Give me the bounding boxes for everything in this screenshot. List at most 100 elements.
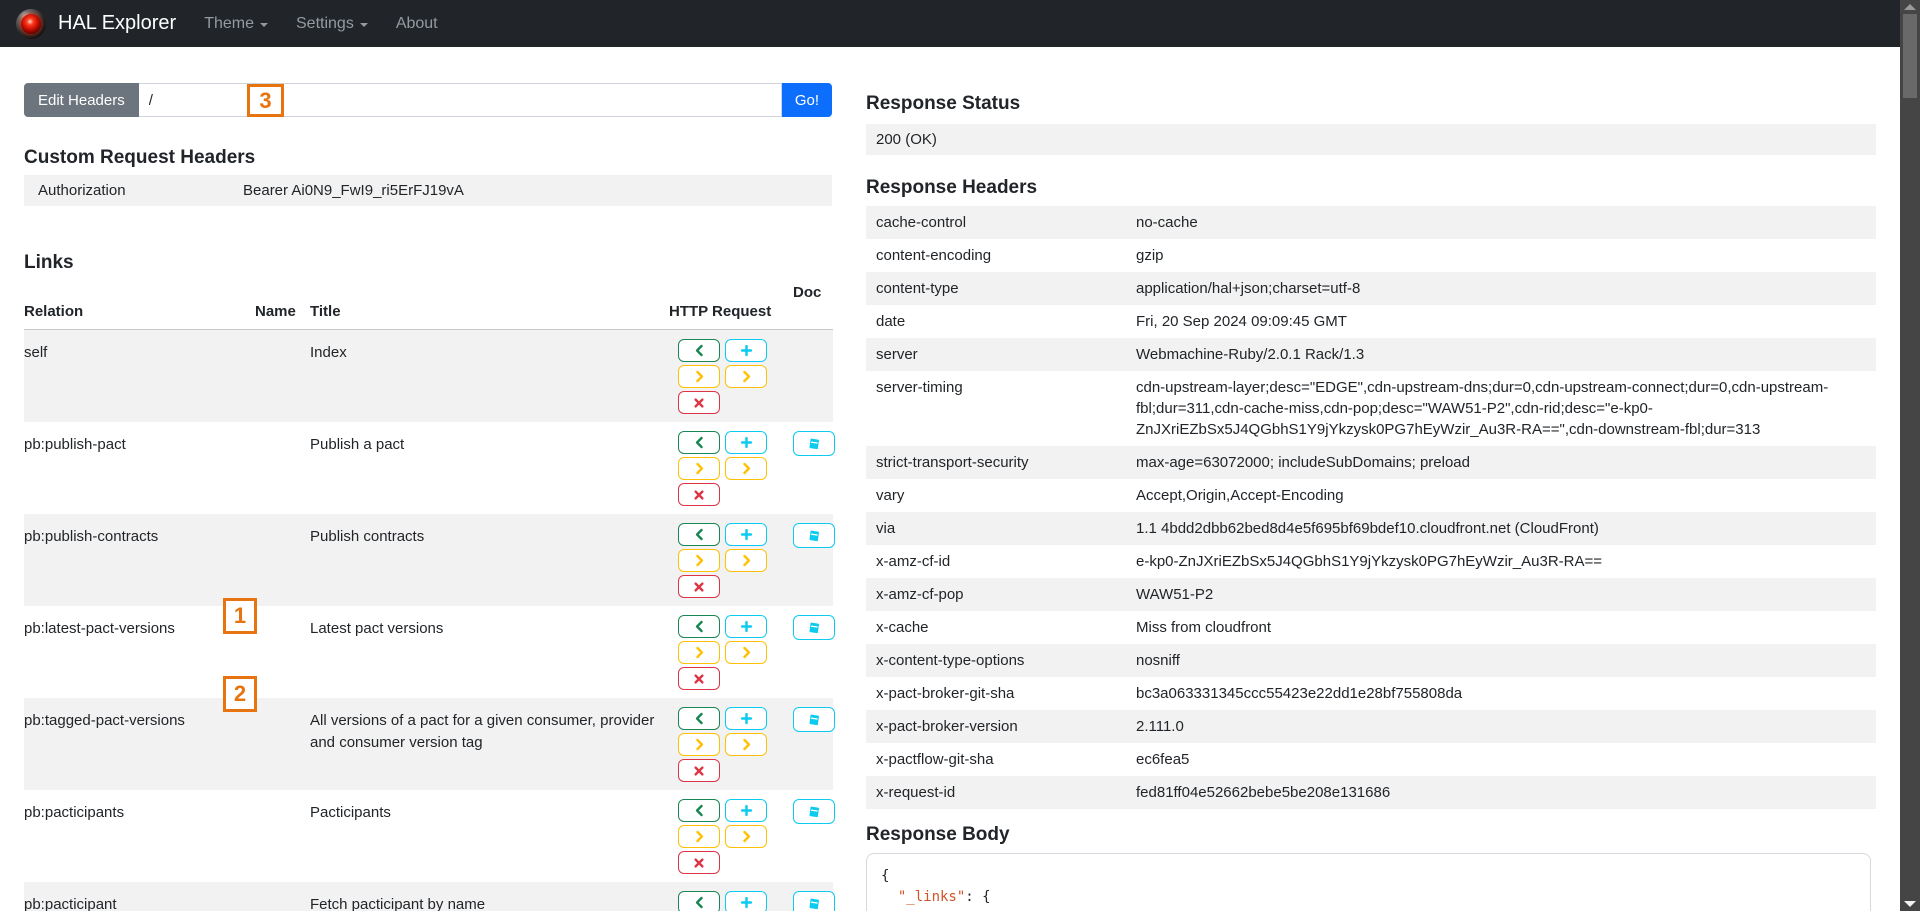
links-table-row: self Index [24,330,833,422]
delete-request-button[interactable] [678,391,720,414]
doc-button[interactable] [793,615,835,640]
get-request-button[interactable] [678,891,720,911]
chevron-right-icon [742,554,750,567]
get-request-button[interactable] [678,339,720,362]
put-request-button[interactable] [678,641,720,664]
x-icon [694,673,704,684]
patch-request-button[interactable] [725,825,767,848]
response-header-row: x-amz-cf-pop WAW51-P2 [866,578,1876,611]
scroll-up-arrow-icon[interactable] [1904,4,1916,10]
link-name [255,606,310,698]
patch-request-button[interactable] [725,641,767,664]
post-request-button[interactable] [725,707,767,730]
post-request-button[interactable] [725,339,767,362]
response-header-row: strict-transport-security max-age=6307200… [866,446,1876,479]
link-relation: pb:latest-pact-versions [24,620,175,637]
x-icon [694,765,704,776]
go-button[interactable]: Go! [781,83,832,117]
response-header-name: cache-control [876,214,967,231]
link-title: All versions of a pact for a given consu… [310,712,655,751]
response-header-name: x-pactflow-git-sha [876,751,994,768]
response-header-row: x-amz-cf-id e-kp0-ZnJXriEZbSx5J4QGbhS1Y9j… [866,545,1876,578]
response-header-value: e-kp0-ZnJXriEZbSx5J4QGbhS1Y9jYkzysk0PG7h… [1136,553,1603,570]
patch-request-button[interactable] [725,365,767,388]
plus-icon [740,436,752,449]
request-header-value: Bearer Ai0N9_FwI9_ri5ErFJ19vA [243,182,464,199]
scroll-down-arrow-icon[interactable] [1904,901,1916,907]
delete-request-button[interactable] [678,575,720,598]
delete-request-button[interactable] [678,667,720,690]
get-request-button[interactable] [678,615,720,638]
response-header-name: x-amz-cf-id [876,553,951,570]
doc-button[interactable] [793,523,835,548]
book-icon [809,898,819,909]
doc-button[interactable] [793,707,835,732]
http-request-buttons [669,606,793,698]
links-table-body: self Index pb:publish-pact Publish a pact pb… [24,330,835,911]
response-headers-title: Response Headers [866,177,1038,198]
chevron-right-icon [695,646,703,659]
patch-request-button[interactable] [725,733,767,756]
nav-settings-dropdown[interactable]: Settings [296,15,368,33]
scrollbar-thumb[interactable] [1903,14,1917,98]
response-header-name: x-request-id [876,784,956,801]
nav-about-link[interactable]: About [396,15,438,33]
get-request-button[interactable] [678,523,720,546]
x-icon [694,397,704,408]
post-request-button[interactable] [725,615,767,638]
post-request-button[interactable] [725,891,767,911]
chevron-left-icon [695,436,703,449]
link-relation: pb:tagged-pact-versions [24,712,185,729]
get-request-button[interactable] [678,707,720,730]
delete-request-button[interactable] [678,759,720,782]
column-header-title: Title [310,303,341,320]
response-header-name: content-encoding [876,247,992,264]
vertical-scrollbar[interactable] [1900,0,1920,911]
plus-icon [740,344,752,357]
response-header-row: server Webmachine-Ruby/2.0.1 Rack/1.3 [866,338,1876,371]
put-request-button[interactable] [678,825,720,848]
links-table-header: Relation Name Title HTTP Request Doc [24,282,833,330]
response-header-value: Accept,Origin,Accept-Encoding [1136,487,1344,504]
link-relation: pb:publish-contracts [24,528,159,545]
url-input[interactable] [138,83,782,117]
book-icon [809,530,819,541]
hal-eye-pupil [21,13,41,34]
nav-theme-dropdown[interactable]: Theme [204,15,268,33]
doc-button[interactable] [793,799,835,824]
link-name [255,514,310,606]
response-header-value: no-cache [1136,214,1198,231]
response-header-name: x-content-type-options [876,652,1025,669]
doc-button[interactable] [793,431,835,456]
doc-button[interactable] [793,891,835,911]
post-request-button[interactable] [725,431,767,454]
get-request-button[interactable] [678,799,720,822]
chevron-left-icon [695,896,703,909]
put-request-button[interactable] [678,733,720,756]
response-header-row: cache-control no-cache [866,206,1876,239]
link-name [255,422,310,514]
edit-headers-button[interactable]: Edit Headers [24,83,139,117]
put-request-button[interactable] [678,365,720,388]
response-header-value: fed81ff04e52662bebe5be208e131686 [1136,784,1391,801]
links-title: Links [24,252,74,273]
delete-request-button[interactable] [678,851,720,874]
put-request-button[interactable] [678,549,720,572]
http-request-buttons [669,698,793,790]
get-request-button[interactable] [678,431,720,454]
link-title: Latest pact versions [310,620,444,637]
patch-request-button[interactable] [725,549,767,572]
post-request-button[interactable] [725,523,767,546]
delete-request-button[interactable] [678,483,720,506]
response-header-value: 1.1 4bdd2dbb62bed8d4e5f695bf69bdef10.clo… [1136,520,1599,537]
post-request-button[interactable] [725,799,767,822]
request-bar: Edit Headers Go! [24,83,832,117]
chevron-right-icon [742,462,750,475]
brand-title[interactable]: HAL Explorer [58,12,177,34]
links-table-row: pb:publish-pact Publish a pact [24,422,835,514]
http-request-buttons [669,422,793,514]
put-request-button[interactable] [678,457,720,480]
chevron-right-icon [695,554,703,567]
patch-request-button[interactable] [725,457,767,480]
